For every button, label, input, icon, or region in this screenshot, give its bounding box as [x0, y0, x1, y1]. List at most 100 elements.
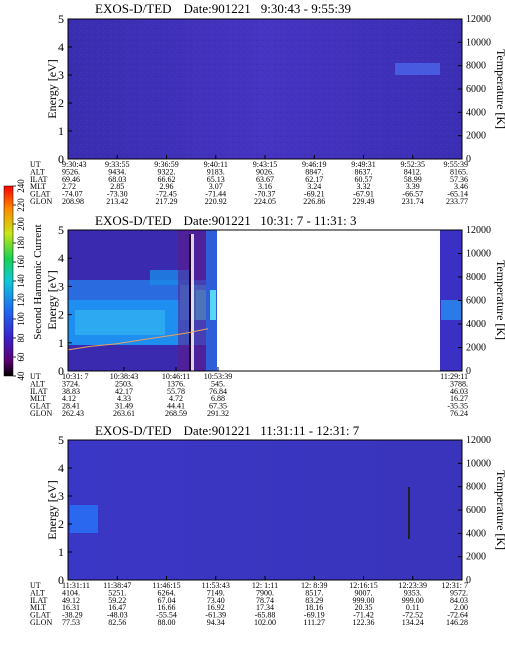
panel-2-table-cell: 2503.: [115, 379, 133, 388]
panel-3-table-cell: 82.56: [108, 618, 126, 627]
panel-2-ytick-label: 3: [58, 279, 64, 293]
panel-1-ytick-label: 0: [58, 152, 64, 166]
colorbar-tick-label: 140: [16, 274, 26, 288]
panel-3: EXOS-D/TED Date:901221 11:31:11 - 12:31: 7…: [30, 423, 505, 627]
panel-3-table-cell: -55.54: [156, 611, 177, 620]
panel-2-table-cell: -35.35: [447, 402, 468, 411]
panel-1-table-cell: 3.07: [209, 182, 223, 191]
panel-1-table-cell: 3.32: [357, 182, 371, 191]
panel-3-row-label: ALT: [30, 588, 45, 597]
panel-1-table-cell: 226.86: [303, 197, 325, 206]
panel-3-table-cell: 12:16:15: [349, 581, 377, 590]
panel-2-table-cell: 44.41: [167, 402, 185, 411]
panel-1-table-cell: 9:55:39: [444, 160, 468, 169]
panel-2-table-cell: 38.83: [62, 387, 80, 396]
panel-3-table-cell: 17.34: [256, 603, 274, 612]
panel-3-table-cell: -69.19: [304, 611, 325, 620]
panel-1-table-cell: 2.85: [110, 182, 124, 191]
panel-1-table-cell: 229.49: [353, 197, 375, 206]
panel-1-ytick-label: 5: [58, 12, 64, 26]
panel-2-table-cell: 16.27: [450, 394, 468, 403]
panel-1-row-label: UT: [30, 160, 41, 169]
panel-3-table-cell: 78.74: [256, 596, 274, 605]
panel-1-table-cell: 9:30:43: [62, 160, 86, 169]
panel-2-table-cell: 263.61: [113, 409, 135, 418]
panel-3-table-cell: 16.31: [62, 603, 80, 612]
panel-2-table-cell: 46.03: [450, 387, 468, 396]
panel-1-y2tick-label: 10000: [466, 37, 491, 48]
panel-3-table-cell: 2.00: [454, 603, 468, 612]
panel-1-row-label: GLON: [30, 197, 52, 206]
panel-1-y2tick-label: 0: [466, 154, 471, 165]
panel-3-table-cell: 94.34: [207, 618, 225, 627]
panel-1-table-cell: 69.46: [62, 175, 80, 184]
panel-1-table-cell: 57.36: [450, 175, 468, 184]
panel-1-y2tick-label: 4000: [466, 107, 486, 118]
panel-3-table-cell: 12: 1:11: [252, 581, 278, 590]
panel-2-y2label: Temperature [K]: [494, 260, 505, 340]
panel-1-table-cell: -65.14: [447, 190, 468, 199]
panel-3-table-cell: 8517.: [305, 588, 323, 597]
panel-2-table-cell: 268.59: [165, 409, 187, 418]
panel-2-table-cell: 76.24: [450, 409, 468, 418]
panel-1-y2tick-label: 8000: [466, 61, 486, 72]
panel-1-ytick-label: 2: [58, 96, 64, 110]
panel-1-ytick-label: 1: [58, 124, 64, 138]
colorbar-tick-label: 180: [16, 236, 26, 250]
panel-1-ylabel: Energy [eV]: [45, 59, 59, 118]
panel-3-table-cell: 9572.: [450, 588, 468, 597]
panel-3-table-cell: -48.03: [107, 611, 128, 620]
panel-3-ytick-label: 2: [58, 517, 64, 531]
panel-1-table-cell: 208.98: [62, 197, 84, 206]
panel-1-table-cell: 8165.: [450, 167, 468, 176]
panel-1-table-cell: 2.72: [62, 182, 76, 191]
panel-3-table-cell: -38.29: [62, 611, 83, 620]
panel-1-table-cell: 9:33:55: [105, 160, 129, 169]
panel-2-y2tick-label: 2000: [466, 343, 486, 354]
panel-2-table-cell: 3788.: [450, 379, 468, 388]
panel-2-table-cell: 291.32: [207, 409, 229, 418]
panel-1-table-cell: 8637.: [355, 167, 373, 176]
panel-1-table-cell: 68.03: [108, 175, 126, 184]
panel-3-y2tick-label: 2000: [466, 552, 486, 563]
panel-1-table-cell: 66.62: [158, 175, 176, 184]
panel-1-table-cell: 9:43:15: [253, 160, 277, 169]
panel-3-table-cell: 67.04: [158, 596, 176, 605]
panel-3-table-cell: 11:53:43: [202, 581, 230, 590]
panel-3-table-cell: 4104.: [62, 588, 80, 597]
panel-3-table-cell: 999.00: [402, 596, 424, 605]
panel-2-spectrogram: [67, 230, 462, 371]
panel-3-y2tick-label: 6000: [466, 505, 486, 516]
panel-1-table-cell: -66.57: [402, 190, 423, 199]
panel-2-table-cell: 3724.: [62, 379, 80, 388]
panel-2-temperature-trace: [67, 328, 209, 351]
panel-3-ytick-label: 0: [58, 573, 64, 587]
panel-2-row-label: GLON: [30, 409, 52, 418]
panel-2-ytick-label: 2: [58, 308, 64, 322]
panel-3-table-cell: 16.47: [108, 603, 126, 612]
panel-2-row-label: UT: [30, 372, 41, 381]
panel-3-ylabel: Energy [eV]: [45, 480, 59, 539]
panel-1-table-cell: 3.24: [307, 182, 321, 191]
panel-2-title: EXOS-D/TED Date:901221 10:31: 7 - 11:31: 3: [95, 213, 357, 228]
panel-3-y2tick-label: 0: [466, 575, 471, 586]
panel-3-table-cell: 134.24: [402, 618, 424, 627]
panel-1-table-cell: 62.17: [305, 175, 323, 184]
panel-3-table-cell: 102.00: [254, 618, 276, 627]
panel-2-row-label: MLT: [30, 394, 46, 403]
colorbar-label: Second Harmonic Current: [32, 224, 44, 339]
panel-1-y2tick-label: 2000: [466, 131, 486, 142]
panel-3-table-cell: 49.12: [62, 596, 80, 605]
panel-1-row-label: ALT: [30, 167, 45, 176]
panel-2-y2tick-label: 12000: [466, 225, 491, 236]
panel-3-table-cell: 20.35: [355, 603, 373, 612]
panel-1-table-cell: 231.74: [402, 197, 424, 206]
panel-1-row-label: MLT: [30, 182, 46, 191]
panel-1: EXOS-D/TED Date:901221 9:30:43 - 9:55:39 E…: [30, 1, 505, 206]
panel-3-table-cell: 111.27: [304, 618, 325, 627]
panel-3-table-cell: 88.00: [158, 618, 176, 627]
panel-3-ytick-label: 1: [58, 545, 64, 559]
panel-2-table-cell: 545.: [211, 379, 225, 388]
panel-1-table-cell: 63.67: [256, 175, 274, 184]
